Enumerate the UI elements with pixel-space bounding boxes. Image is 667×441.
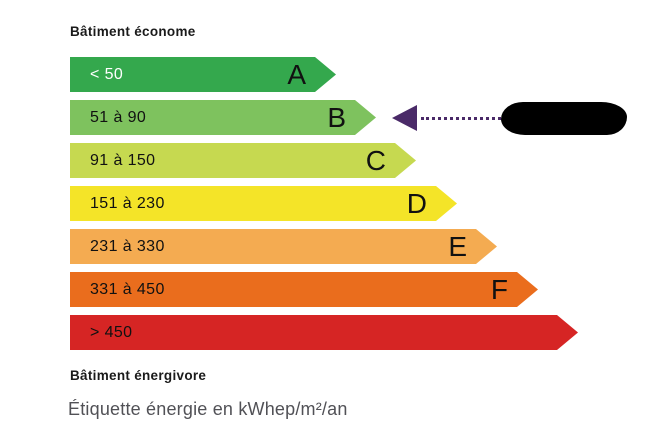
energy-intensive-building-label: Bâtiment énergivore: [70, 368, 207, 383]
energy-band-row: 51 à 90 B: [70, 100, 578, 135]
energy-band-arrow: < 50 A: [70, 57, 336, 92]
energy-band-row: 231 à 330 E: [70, 229, 578, 264]
band-range-label: 51 à 90: [90, 108, 147, 126]
energy-band-arrow: > 450: [70, 315, 578, 350]
energy-scale: < 50 A 51 à 90 B 91 à 150 C 151 à 230 D …: [70, 57, 578, 358]
redacted-value-blob: [501, 101, 627, 135]
band-range-label: 331 à 450: [90, 280, 165, 298]
economical-building-label: Bâtiment économe: [70, 24, 196, 39]
dotted-connector-line: [421, 116, 501, 120]
left-arrow-cursor-icon: [392, 105, 417, 131]
energy-band-arrow: 331 à 450 F: [70, 272, 538, 307]
band-letter: A: [287, 58, 306, 90]
energy-band-arrow: 91 à 150 C: [70, 143, 416, 178]
band-letter: D: [406, 187, 427, 219]
band-letter: F: [490, 273, 508, 305]
band-range-label: < 50: [90, 65, 124, 83]
energy-band-row: 331 à 450 F: [70, 272, 578, 307]
energy-label-caption: Étiquette énergie en kWhep/m²/an: [68, 399, 348, 419]
selection-indicator: [392, 101, 627, 135]
energy-band-row: < 50 A: [70, 57, 578, 92]
band-range-label: > 450: [90, 323, 133, 341]
energy-band-arrow: 231 à 330 E: [70, 229, 497, 264]
energy-band-arrow: 51 à 90 B: [70, 100, 376, 135]
band-letter: C: [365, 144, 386, 176]
energy-band-arrow: 151 à 230 D: [70, 186, 457, 221]
band-range-label: 231 à 330: [90, 237, 165, 255]
band-range-label: 151 à 230: [90, 194, 165, 212]
energy-band-row: 91 à 150 C: [70, 143, 578, 178]
energy-band-row: > 450: [70, 315, 578, 350]
band-letter: B: [327, 101, 346, 133]
band-range-label: 91 à 150: [90, 151, 156, 169]
band-letter: E: [448, 230, 467, 262]
energy-band-row: 151 à 230 D: [70, 186, 578, 221]
